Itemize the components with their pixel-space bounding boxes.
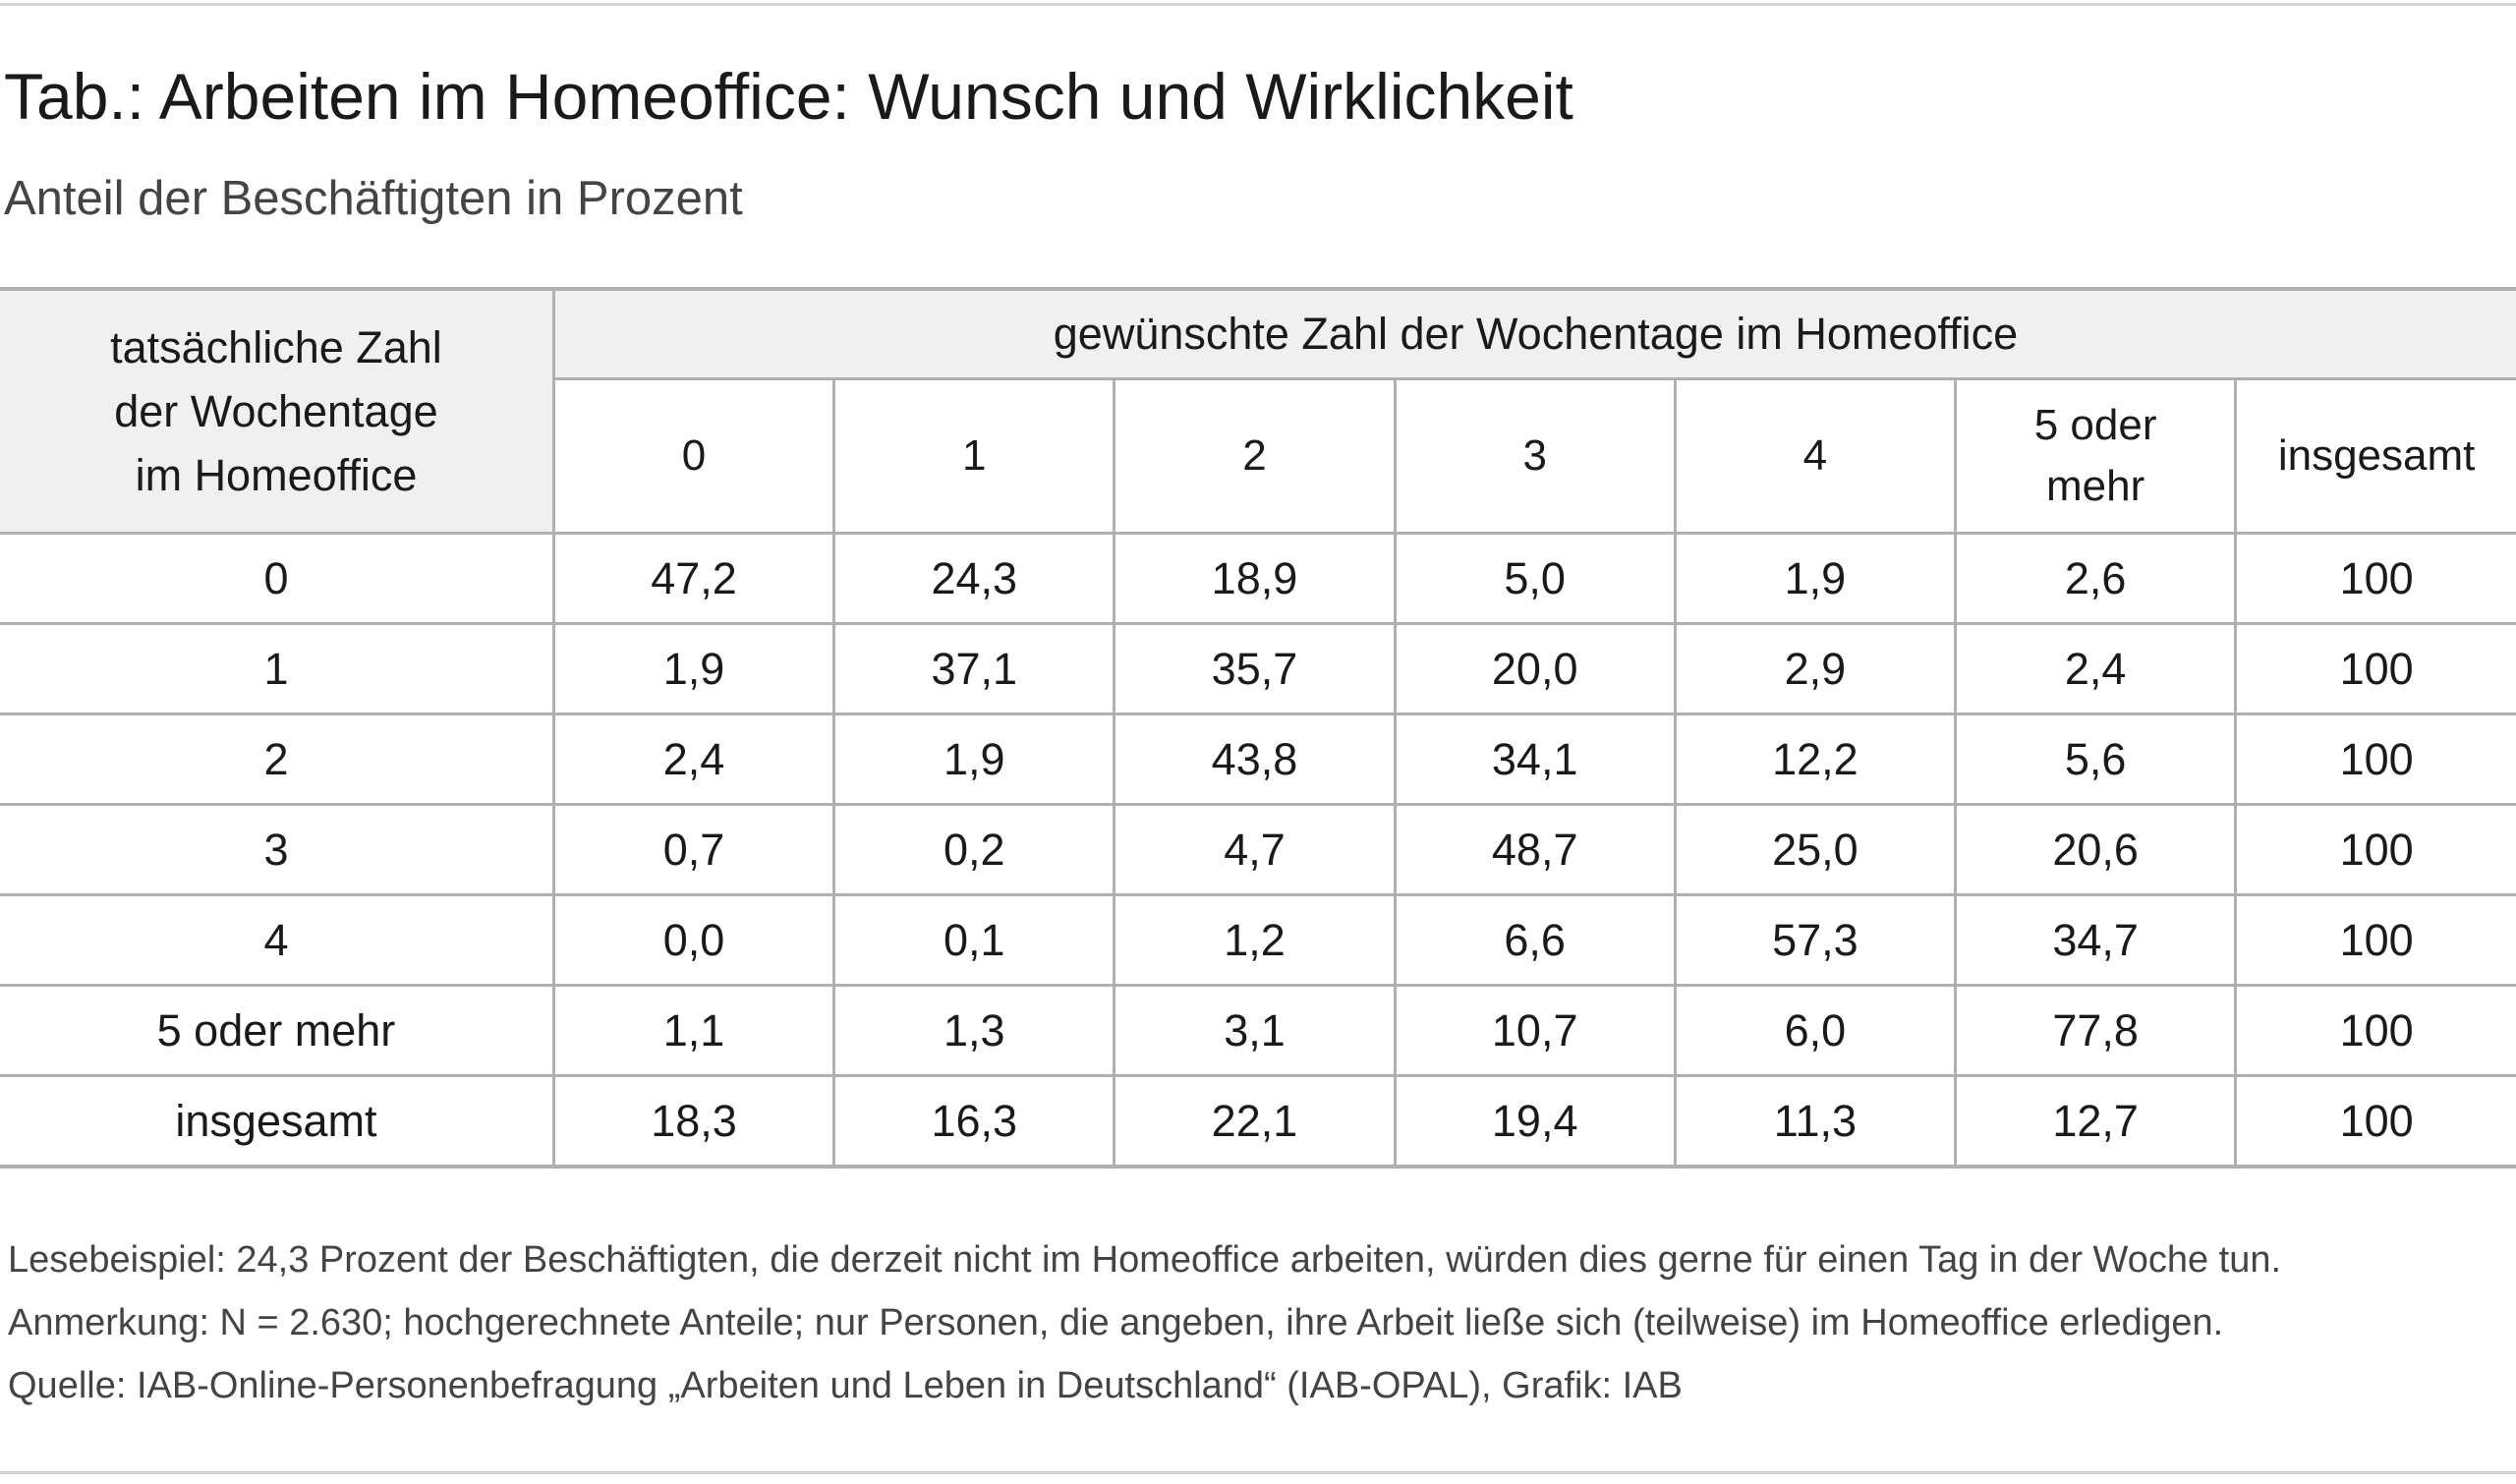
column-header: insgesamt — [2234, 377, 2516, 535]
table-row: 5 oder mehr 1,1 1,3 3,1 10,7 6,0 77,8 100 — [0, 984, 2516, 1077]
table-row: insgesamt 18,3 16,3 22,1 19,4 11,3 12,7 100 — [0, 1074, 2516, 1169]
cell: 2,4 — [1954, 622, 2238, 715]
cell: 43,8 — [1113, 713, 1397, 806]
cell: 0,2 — [832, 803, 1116, 896]
cell: 16,3 — [832, 1074, 1116, 1169]
cell: 100 — [2234, 1074, 2516, 1169]
cell: 0,1 — [832, 893, 1116, 987]
row-label: 3 — [0, 803, 555, 896]
bottom-rule — [0, 1471, 2516, 1474]
column-header: 1 — [832, 377, 1116, 535]
cell: 20,6 — [1954, 803, 2238, 896]
cell: 37,1 — [832, 622, 1116, 715]
cell: 48,7 — [1393, 803, 1677, 896]
cell: 20,0 — [1393, 622, 1677, 715]
cell: 0,7 — [551, 803, 836, 896]
table-row: 1 1,9 37,1 35,7 20,0 2,9 2,4 100 — [0, 622, 2516, 715]
cell: 12,2 — [1673, 713, 1958, 806]
column-header-text: 3 — [1522, 431, 1547, 481]
cell: 100 — [2234, 532, 2516, 625]
column-header: 4 — [1673, 377, 1958, 535]
top-rule — [0, 3, 2516, 6]
corner-header-line: der Wochentage — [114, 385, 438, 436]
cell: 2,4 — [551, 713, 836, 806]
cell: 1,3 — [832, 984, 1116, 1077]
note: Quelle: IAB-Online-Personenbefragung „Ar… — [8, 1365, 1683, 1406]
note: Lesebeispiel: 24,3 Prozent der Beschäfti… — [8, 1239, 2282, 1281]
note: Anmerkung: N = 2.630; hochgerechnete Ant… — [8, 1302, 2224, 1343]
row-label: 0 — [0, 532, 555, 625]
data-table: tatsächliche Zahl der Wochentage im Homeof… — [0, 287, 2516, 1169]
cell: 100 — [2234, 984, 2516, 1077]
cell: 12,7 — [1954, 1074, 2238, 1169]
title: Tab.: Arbeiten im Homeoffice: Wunsch und… — [4, 60, 1573, 133]
cell: 57,3 — [1673, 893, 1958, 987]
column-header-text: 0 — [681, 431, 707, 481]
cell: 1,9 — [832, 713, 1116, 806]
cell: 100 — [2234, 622, 2516, 715]
column-header: 0 — [553, 377, 836, 535]
table-row: 3 0,7 0,2 4,7 48,7 25,0 20,6 100 — [0, 803, 2516, 896]
table-body: 0 47,2 24,3 18,9 5,0 1,9 2,6 100 1 1,9 37,1 35,7 20,… — [0, 532, 2516, 1169]
group-header: gewünschte Zahl der Wochentage im Homeof… — [551, 287, 2516, 380]
cell: 0,0 — [551, 893, 836, 987]
cell: 34,1 — [1393, 713, 1677, 806]
header-row: 0 1 2 3 4 5 oder mehr insgesamt — [0, 377, 2516, 535]
row-label: insgesamt — [0, 1074, 555, 1169]
cell: 4,7 — [1113, 803, 1397, 896]
column-header-text: 2 — [1242, 431, 1267, 481]
cell: 11,3 — [1673, 1074, 1958, 1169]
cell: 77,8 — [1954, 984, 2238, 1077]
header-row: tatsächliche Zahl der Wochentage im Homeof… — [0, 287, 2516, 535]
column-header: 2 — [1113, 377, 1397, 535]
table-row: 0 47,2 24,3 18,9 5,0 1,9 2,6 100 — [0, 532, 2516, 625]
cell: 24,3 — [832, 532, 1116, 625]
column-header: 3 — [1393, 377, 1677, 535]
notes: Lesebeispiel: 24,3 Prozent der Beschäfti… — [8, 1228, 2281, 1417]
cell: 10,7 — [1393, 984, 1677, 1077]
cell: 2,9 — [1673, 622, 1958, 715]
cell: 18,3 — [551, 1074, 836, 1169]
cell: 1,9 — [1673, 532, 1958, 625]
subtitle: Anteil der Beschäftigten in Prozent — [4, 172, 743, 225]
table-row: 4 0,0 0,1 1,2 6,6 57,3 34,7 100 — [0, 893, 2516, 987]
column-header: 5 oder mehr — [1954, 377, 2238, 535]
row-label: 5 oder mehr — [0, 984, 555, 1077]
row-label: 2 — [0, 713, 555, 806]
column-header-text: 5 oder mehr — [2033, 401, 2157, 510]
cell: 18,9 — [1113, 532, 1397, 625]
cell: 100 — [2234, 803, 2516, 896]
cell: 6,6 — [1393, 893, 1677, 987]
corner-header-line: tatsächliche Zahl — [110, 321, 442, 372]
cell: 19,4 — [1393, 1074, 1677, 1169]
cell: 1,2 — [1113, 893, 1397, 987]
corner-header: tatsächliche Zahl der Wochentage im Homeof… — [0, 287, 555, 535]
column-header-text: 1 — [962, 431, 987, 481]
row-label: 4 — [0, 893, 555, 987]
cell: 1,1 — [551, 984, 836, 1077]
column-header-text: 4 — [1802, 431, 1828, 481]
cell: 2,6 — [1954, 532, 2238, 625]
cell: 6,0 — [1673, 984, 1958, 1077]
cell: 100 — [2234, 713, 2516, 806]
cell: 5,0 — [1393, 532, 1677, 625]
cell: 100 — [2234, 893, 2516, 987]
cell: 22,1 — [1113, 1074, 1397, 1169]
column-header-text: insgesamt — [2277, 431, 2476, 481]
corner-header-line: im Homeoffice — [135, 450, 418, 501]
cell: 47,2 — [551, 532, 836, 625]
table-row: 2 2,4 1,9 43,8 34,1 12,2 5,6 100 — [0, 713, 2516, 806]
cell: 1,9 — [551, 622, 836, 715]
cell: 34,7 — [1954, 893, 2238, 987]
row-label: 1 — [0, 622, 555, 715]
cell: 5,6 — [1954, 713, 2238, 806]
cell: 25,0 — [1673, 803, 1958, 896]
cell: 35,7 — [1113, 622, 1397, 715]
cell: 3,1 — [1113, 984, 1397, 1077]
